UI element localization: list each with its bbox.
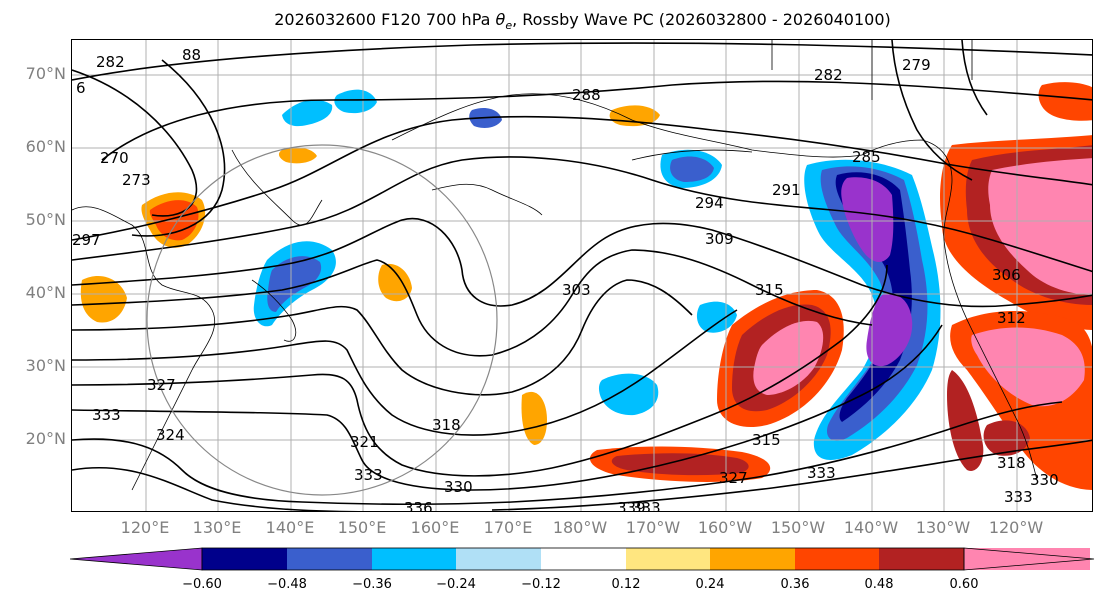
lat-label-30n: 30°N (25, 356, 66, 375)
lon-label-130w: 130°W (915, 518, 971, 537)
contour-label: 285 (852, 148, 881, 166)
contour-label: 273 (122, 171, 151, 189)
lon-label-160w: 160°W (697, 518, 753, 537)
colorbar-segment (541, 548, 626, 570)
colorbar-tick-label: −0.12 (521, 577, 561, 592)
lon-label-170e: 170°E (483, 518, 533, 537)
contour-label: 282 (96, 53, 125, 71)
colorbar-tick-label: −0.36 (352, 577, 392, 592)
contour-label: 312 (997, 309, 1026, 327)
contour-label: 324 (156, 426, 185, 444)
contour-label: 330 (444, 478, 473, 496)
map-canvas: 282 288 282 279 270 273 297 294 291 285 … (72, 40, 1092, 512)
lat-label-20n: 20°N (25, 429, 66, 448)
colorbar-segment (287, 548, 372, 570)
lat-label-50n: 50°N (25, 210, 66, 229)
contour-label: 327 (147, 376, 176, 394)
contour-label: 336 (404, 499, 433, 512)
theta-e-contours (72, 40, 1092, 511)
colorbar-segment (456, 548, 541, 570)
lon-label-120e: 120°E (120, 518, 170, 537)
contour-label: 309 (705, 230, 734, 248)
colorbar-tick-label: 0.24 (695, 577, 725, 592)
contour-label: 333 (632, 499, 661, 512)
colorbar (70, 547, 1095, 571)
colorbar-segment (879, 548, 964, 570)
colorbar-tick-label: 0.48 (864, 577, 894, 592)
contour-label: 333 (1004, 488, 1033, 506)
colorbar-tick-label: 0.36 (780, 577, 810, 592)
contour-label: 318 (432, 416, 461, 434)
lat-label-70n: 70°N (25, 64, 66, 83)
lon-label-150e: 150°E (337, 518, 387, 537)
reference-circle (146, 144, 498, 496)
colorbar-segment (372, 548, 456, 570)
contour-label: 333 (354, 466, 383, 484)
lon-label-140e: 140°E (265, 518, 315, 537)
contour-label: 333 (92, 406, 121, 424)
contour-label: 333 (807, 464, 836, 482)
figure-title: 2026032600 F120 700 hPa θe, Rossby Wave … (274, 10, 891, 33)
map-panel: 282 288 282 279 270 273 297 294 291 285 … (71, 39, 1093, 512)
lon-label-120w: 120°W (988, 518, 1044, 537)
contour-label: 318 (997, 454, 1026, 472)
lat-label-40n: 40°N (25, 283, 66, 302)
colorbar-segment (795, 548, 879, 570)
contour-label: 288 (572, 86, 601, 104)
contour-label: 297 (72, 231, 101, 249)
contour-label: 306 (992, 266, 1021, 284)
lat-label-60n: 60°N (25, 137, 66, 156)
colorbar-segment (710, 548, 795, 570)
colorbar-tick-label: 0.60 (949, 577, 979, 592)
colorbar-segment (202, 548, 287, 570)
lon-label-130e: 130°E (192, 518, 242, 537)
contour-label: 291 (772, 181, 801, 199)
contour-label: 6 (76, 79, 86, 97)
colorbar-tick-label: 0.12 (611, 577, 641, 592)
colorbar-outline (201, 547, 965, 571)
contour-label: 315 (755, 281, 784, 299)
lon-label-180w: 180°W (552, 518, 608, 537)
contour-label: 339 (617, 499, 646, 512)
contour-label: 321 (350, 433, 379, 451)
colorbar-tick-label: −0.60 (182, 577, 222, 592)
contour-labels: 282 288 282 279 270 273 297 294 291 285 … (72, 46, 1059, 512)
colorbar-arrow-left (70, 547, 203, 571)
contour-label: 303 (562, 281, 591, 299)
lon-label-160e: 160°E (410, 518, 460, 537)
contour-label: 279 (902, 56, 931, 74)
contour-label: 327 (719, 469, 748, 487)
contour-label: 282 (814, 66, 843, 84)
lon-label-170w: 170°W (625, 518, 681, 537)
colorbar-segment (626, 548, 710, 570)
lon-label-140w: 140°W (843, 518, 899, 537)
contour-label: 330 (1030, 471, 1059, 489)
lon-label-150w: 150°W (770, 518, 826, 537)
contour-label: 294 (695, 194, 724, 212)
contour-label: 315 (752, 431, 781, 449)
gridlines (72, 40, 1092, 511)
contour-label: 270 (100, 149, 129, 167)
colorbar-tick-label: −0.48 (267, 577, 307, 592)
contour-label: 88 (182, 46, 201, 64)
colorbar-tick-label: −0.24 (436, 577, 476, 592)
